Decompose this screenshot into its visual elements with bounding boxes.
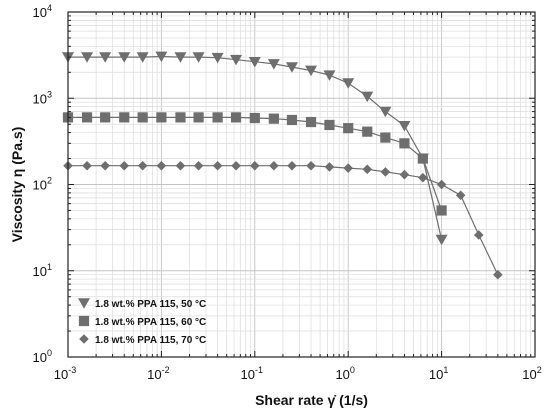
data-point [211,52,224,64]
x-tick-label: 102 [522,365,541,382]
series-3 [63,160,503,280]
data-point [100,160,110,171]
data-point [324,119,335,131]
y-tick-label: 101 [33,262,52,279]
data-point [175,112,186,123]
data-point [362,126,373,137]
tick-marks [67,11,536,358]
data-point [249,112,260,124]
data-point [493,269,503,280]
data-point [118,52,131,63]
data-point [380,167,391,177]
data-point [269,160,279,171]
data-point [268,113,279,124]
data-point [361,91,374,103]
data-point [436,179,447,190]
data-point [230,112,242,123]
legend-label: 1.8 wt.% PPA 115, 70 °C [95,335,206,346]
data-point [342,78,355,89]
data-point [455,190,466,201]
y-tick-label: 100 [33,348,52,365]
data-point [398,120,411,132]
legend-label: 1.8 wt.% PPA 115, 50 °C [95,299,206,310]
data-point [192,52,205,63]
data-point [399,138,410,149]
data-point [306,160,316,171]
data-point [473,230,484,240]
data-point [119,112,130,123]
data-point [212,160,223,171]
data-point [156,112,167,123]
data-point [175,160,186,171]
data-point [305,65,318,77]
data-point [436,205,447,216]
data-point [417,153,428,164]
series-2 [62,112,447,216]
data-point [362,164,373,175]
legend-marker [78,298,90,309]
data-point [231,160,241,171]
data-point [193,160,204,171]
data-point [285,62,298,73]
data-point [137,160,148,171]
data-point [399,169,410,180]
x-tick-label: 10-2 [147,365,169,382]
data-point [99,52,112,63]
legend: 1.8 wt.% PPA 115, 50 °C 1.8 wt.% PPA 115,… [78,298,206,346]
data-point [193,112,204,123]
y-tick-label: 104 [33,3,52,20]
data-point [82,160,92,171]
data-point [81,112,93,123]
data-point [343,123,354,134]
data-point [435,234,448,246]
legend-marker [79,334,89,344]
data-point [155,51,168,63]
data-point [286,114,298,126]
data-point [119,160,130,171]
y-tick-label: 103 [33,89,52,106]
data-point [380,132,391,143]
y-tick-labels: 100 101 102 103 104 [33,3,52,365]
data-point [418,172,428,183]
series-layer [62,51,503,280]
data-point [250,160,260,171]
data-point [323,70,336,81]
data-point [156,160,167,171]
x-axis-label: Shear rate γ̇ (1/s) [255,392,368,408]
data-point [230,54,243,66]
data-point [137,112,148,123]
x-tick-label: 10-1 [241,365,263,382]
data-point [248,56,261,68]
x-tick-label: 101 [429,365,448,382]
grid-lines [68,12,535,357]
x-tick-labels: 10-3 10-2 10-1 100 101 102 [54,365,542,382]
data-point [305,116,317,128]
series-1 [62,51,448,246]
data-point [287,160,297,171]
x-tick-label: 10-3 [54,365,76,382]
data-point [212,112,223,123]
data-point [174,52,187,63]
legend-item: 1.8 wt.% PPA 115, 70 °C [79,334,206,346]
data-point [267,59,280,70]
data-point [136,52,149,63]
legend-label: 1.8 wt.% PPA 115, 60 °C [95,317,206,328]
data-point [81,52,94,63]
legend-item: 1.8 wt.% PPA 115, 50 °C [78,298,206,310]
legend-item: 1.8 wt.% PPA 115, 60 °C [78,315,206,328]
legend-marker [78,315,90,327]
data-point [379,106,392,118]
y-axis-label: Viscosity η (Pa.s) [9,127,25,243]
x-tick-label: 100 [335,365,354,382]
y-tick-label: 102 [33,176,52,193]
data-point [100,112,111,123]
data-point [324,162,335,172]
data-point [343,163,353,173]
